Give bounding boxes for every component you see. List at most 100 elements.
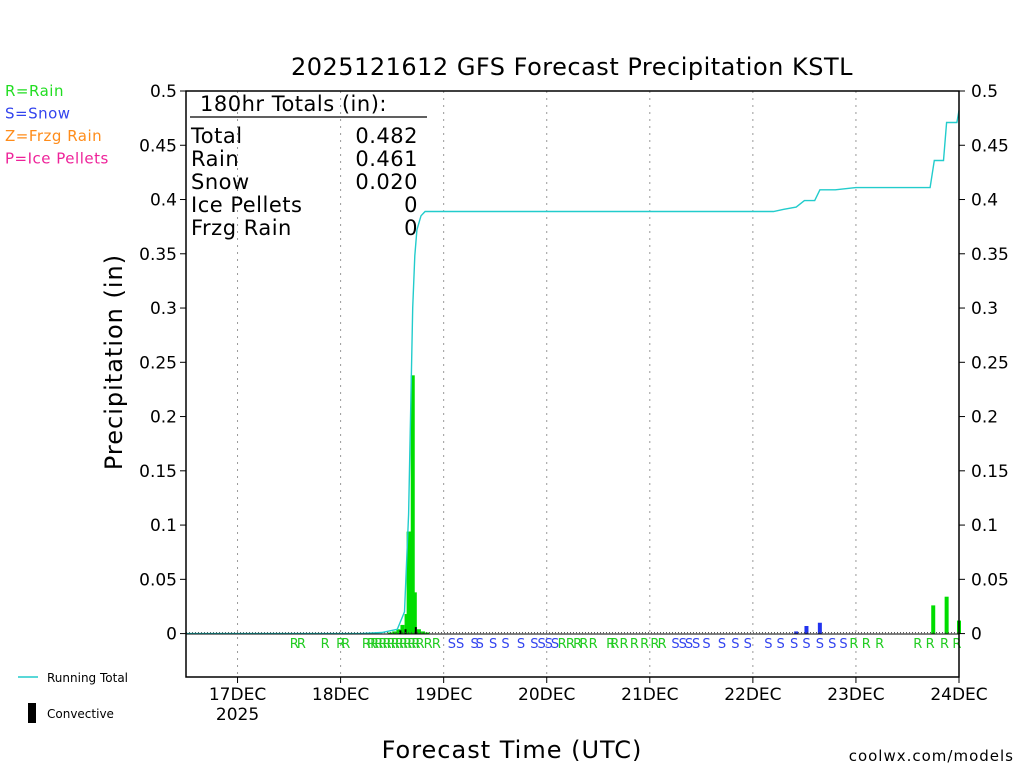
rain-letter: R [341,637,350,652]
rain-bar [400,624,405,634]
totals-row-label: Ice Pellets [191,193,302,217]
snow-letter: S [517,637,525,652]
rain-bar [406,531,411,634]
snow-letter: S [671,637,679,652]
snow-letter: S [802,637,810,652]
rain-letter: R [566,637,575,652]
precip-bars [186,375,961,634]
x-tick-label: 24DEC [930,685,987,705]
totals-row-value: 0.482 [355,124,418,148]
rain-letter: R [589,637,598,652]
rain-letter: R [952,637,961,652]
y-tick-label: 0.25 [139,353,177,373]
snow-letter: S [537,637,545,652]
rain-letter: R [403,637,412,652]
snow-letter: S [816,637,824,652]
totals-row-value: 0 [404,216,418,240]
y-tick-label-right: 0.3 [971,299,998,319]
snow-bar [804,625,809,634]
rain-letter: R [367,637,376,652]
y-tick-label: 0.35 [139,245,177,265]
rain-letter: R [378,637,387,652]
totals-header: 180hr Totals (in): [200,92,387,116]
rain-letter: R [620,637,629,652]
y-tick-label-right: 0.35 [971,245,1009,265]
snow-letter: S [702,637,710,652]
totals-row-label: Rain [191,147,239,171]
y-tick-label: 0.4 [150,191,177,211]
snow-letter: S [679,637,687,652]
rain-letter: R [321,637,330,652]
convective-bar [414,627,417,634]
type-legend-entry: S=Snow [5,105,71,123]
y-tick-label-right: 0 [971,625,982,645]
rain-bar [944,596,949,634]
rain-letter: R [297,637,306,652]
rain-letter: R [862,637,871,652]
y-tick-label-right: 0.45 [971,136,1009,156]
snow-letter: S [545,637,553,652]
snow-letter: S [718,637,726,652]
x-tick-sublabel: 2025 [216,705,259,725]
snow-letter: S [470,637,478,652]
snow-letter: S [448,637,456,652]
snow-bar [794,631,799,634]
x-tick-label: 23DEC [827,685,884,705]
y-tick-label: 0 [166,625,177,645]
y-axis-left: 0.5 0.45 0.4 0.35 0.3 0.25 0.2 0.15 0.1 0.05 0 [139,82,186,645]
rain-letter: R [630,637,639,652]
credit-text[interactable]: coolwx.com/models [849,747,1014,765]
rain-letter: R [336,637,345,652]
running-total-label: Running Total [47,671,128,685]
y-tick-label-right: 0.2 [971,408,998,428]
totals-row-label: Snow [191,170,250,194]
rain-letter: R [411,637,420,652]
rain-letter: R [579,637,588,652]
rain-letter: R [424,637,433,652]
rain-letter: R [370,637,379,652]
y-tick-label: 0.15 [139,462,177,482]
y-tick-label: 0.2 [150,408,177,428]
snow-letter: S [489,637,497,652]
totals-row-value: 0.020 [355,170,418,194]
x-tick-label: 17DEC [209,685,266,705]
type-legend-entry: R=Rain [5,82,64,100]
rain-bar [392,631,397,634]
rain-bar [408,531,413,634]
y-tick-label: 0.3 [150,299,177,319]
rain-bar [412,592,417,634]
y-tick-label-right: 0.4 [971,191,998,211]
precip-type-legend: R=Rain S=Snow Z=Frzg Rain P=Ice Pellets [5,82,109,168]
snow-letter: S [551,637,559,652]
y-tick-label: 0.1 [150,516,177,536]
y-tick-label: 0.05 [139,570,177,590]
type-legend-entry: P=Ice Pellets [5,150,109,168]
rain-letter: R [875,637,884,652]
snow-bar [817,622,822,634]
snow-letter: S [530,637,538,652]
snow-letter: S [828,637,836,652]
snow-letter: S [501,637,509,652]
snow-letter: S [685,637,693,652]
rain-letter: R [849,637,858,652]
rain-bar [396,629,401,634]
totals-row-label: Frzg Rain [191,216,292,240]
y-tick-label-right: 0.05 [971,570,1009,590]
convective-label: Convective [47,707,114,721]
totals-box: 180hr Totals (in): Total 0.482 Rain 0.461 Sn… [190,92,427,240]
snow-letter: S [744,637,752,652]
x-tick-label: 21DEC [621,685,678,705]
snow-letter: S [764,637,772,652]
rain-letter: R [387,637,396,652]
rain-letter: R [382,637,391,652]
running-total-line [186,110,960,635]
y-tick-label: 0.45 [139,136,177,156]
plot-frame [185,90,960,678]
rain-letter: R [374,637,383,652]
y-axis-right: 0.5 0.45 0.4 0.35 0.3 0.25 0.2 0.15 0.1 0.05 0 [959,82,1009,645]
y-tick-label-right: 0.1 [971,516,998,536]
rain-letter: R [913,637,922,652]
x-axis-title: Forecast Time (UTC) [382,736,643,764]
x-tick-label: 22DEC [724,685,781,705]
